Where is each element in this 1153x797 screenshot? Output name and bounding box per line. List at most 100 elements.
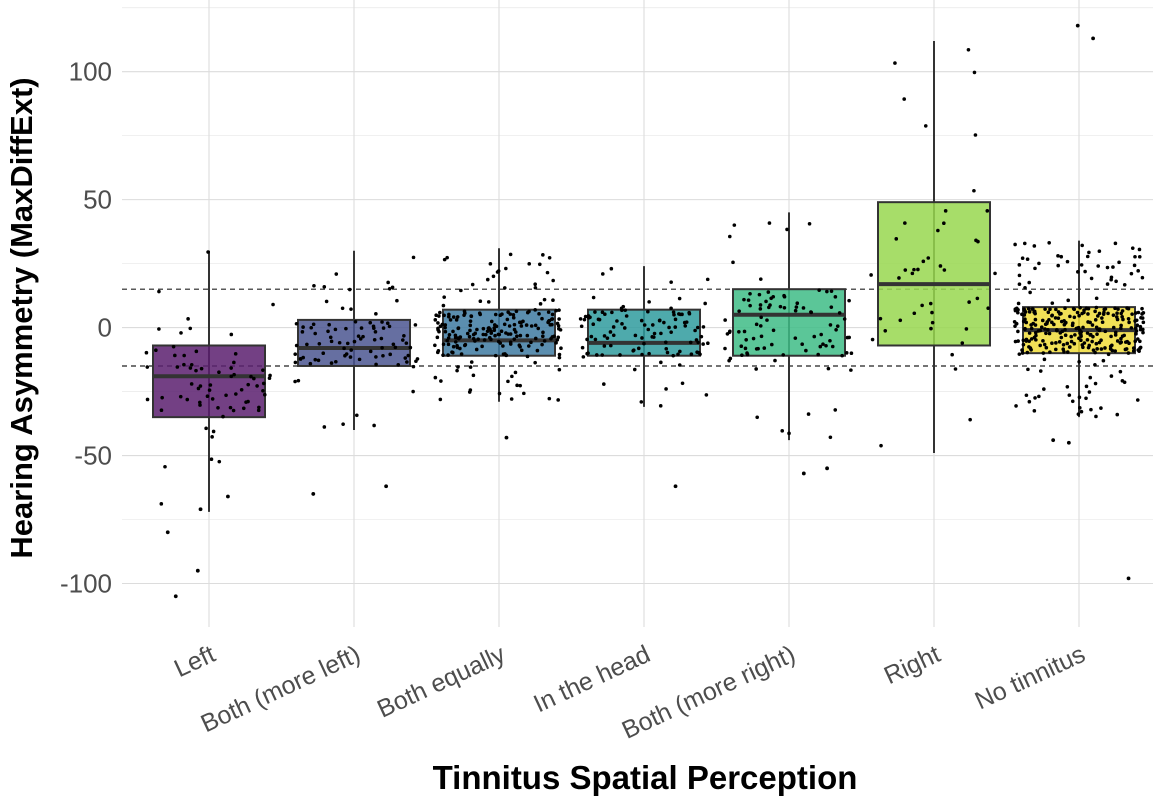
data-point <box>728 329 732 334</box>
data-point <box>608 330 613 334</box>
data-point <box>556 398 560 402</box>
data-point <box>920 303 924 308</box>
x-tick-label: In the head <box>529 640 654 718</box>
box <box>442 308 556 357</box>
data-point <box>663 340 668 345</box>
data-point <box>632 367 637 372</box>
data-point <box>478 299 483 303</box>
data-point <box>840 353 844 358</box>
x-tick-label: No tinnitus <box>971 640 1090 715</box>
y-tick-labels: -100 -50 0 50 100 <box>60 57 112 599</box>
data-point <box>1115 311 1119 316</box>
jitter-points <box>144 23 1146 599</box>
data-point <box>468 323 473 328</box>
data-point <box>1130 312 1134 316</box>
data-point <box>1044 345 1049 350</box>
data-point <box>438 397 443 402</box>
data-point <box>210 397 215 401</box>
data-point <box>327 322 331 327</box>
data-point <box>678 349 682 354</box>
data-point <box>1027 339 1031 343</box>
data-point <box>344 352 349 356</box>
data-point <box>489 337 493 342</box>
data-point <box>334 272 339 276</box>
data-point <box>1059 335 1064 340</box>
data-point <box>145 397 150 402</box>
data-point <box>328 335 333 340</box>
data-point <box>1141 330 1145 335</box>
data-point <box>1140 306 1144 311</box>
data-point <box>764 299 768 304</box>
data-point <box>229 332 234 337</box>
data-point <box>1141 320 1146 325</box>
data-point <box>296 378 301 383</box>
data-point <box>1057 340 1062 344</box>
data-point <box>647 351 651 356</box>
data-point <box>849 351 854 356</box>
data-point <box>647 300 651 304</box>
data-point <box>596 317 601 322</box>
data-point <box>533 282 537 287</box>
data-point <box>1026 306 1031 311</box>
data-point <box>557 308 561 312</box>
data-point <box>1037 261 1041 266</box>
data-point <box>441 303 446 308</box>
data-point <box>926 256 931 260</box>
data-point <box>673 317 678 322</box>
data-point <box>1063 327 1067 332</box>
data-point <box>883 329 888 333</box>
outlier-point <box>165 530 170 535</box>
data-point <box>1133 339 1138 344</box>
data-point <box>372 423 376 428</box>
data-point <box>602 382 606 386</box>
data-point <box>830 344 835 349</box>
data-point <box>650 323 655 327</box>
data-point <box>671 353 676 358</box>
data-point <box>182 362 186 367</box>
data-point <box>742 297 746 302</box>
data-point <box>533 336 538 341</box>
data-point <box>1046 310 1051 315</box>
data-point <box>317 341 322 346</box>
data-point <box>973 133 978 137</box>
data-point <box>780 429 785 433</box>
data-point <box>1059 319 1064 324</box>
data-point <box>1033 317 1038 322</box>
data-point <box>411 364 416 369</box>
data-point <box>1093 362 1097 367</box>
data-point <box>521 319 525 324</box>
data-point <box>510 374 514 379</box>
data-point <box>1021 342 1026 347</box>
data-point <box>1095 332 1099 336</box>
data-point <box>518 333 523 338</box>
data-point <box>1093 381 1098 386</box>
y-tick-label: 100 <box>69 57 112 87</box>
data-point <box>459 288 463 293</box>
data-point <box>1099 406 1103 410</box>
data-point <box>751 336 756 341</box>
data-point <box>755 415 759 420</box>
data-point <box>953 367 958 371</box>
data-point <box>1085 254 1090 259</box>
data-point <box>194 368 198 373</box>
data-point <box>154 348 158 353</box>
data-point <box>1062 322 1067 327</box>
data-point <box>233 352 238 356</box>
data-point <box>549 336 553 341</box>
data-point <box>1079 263 1084 267</box>
data-point <box>921 259 926 264</box>
data-point <box>893 61 897 65</box>
data-point <box>334 359 338 364</box>
data-point <box>758 307 763 311</box>
data-point <box>1100 316 1104 320</box>
data-point <box>246 399 250 404</box>
data-point <box>368 349 373 354</box>
data-point <box>313 357 318 362</box>
data-point <box>198 400 202 405</box>
data-point <box>160 395 164 400</box>
data-point <box>527 344 531 348</box>
data-point <box>1037 394 1041 399</box>
data-point <box>1124 347 1129 351</box>
data-point <box>1029 337 1034 341</box>
data-point <box>622 326 627 330</box>
